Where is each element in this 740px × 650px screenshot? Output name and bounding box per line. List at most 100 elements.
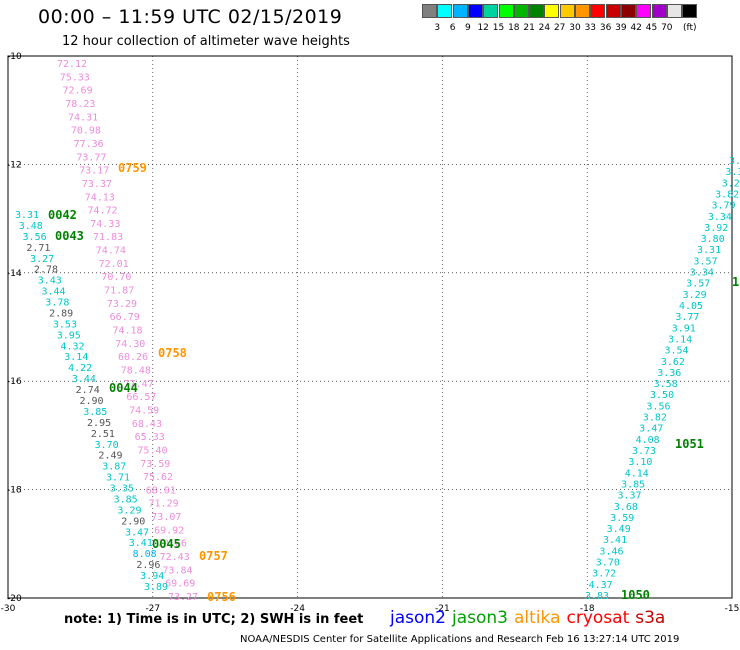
pink-track-value: 73.84 (162, 565, 192, 576)
pink-track-value: 73.77 (76, 152, 106, 163)
legend-label: 6 (449, 23, 456, 33)
right-track-value: 3.31 (697, 245, 721, 256)
right-track-value: 3.29 (683, 290, 707, 301)
pink-track-value: 78.23 (65, 99, 95, 110)
right-track-value: 3.49 (607, 524, 631, 535)
left-track-value: 2.51 (91, 429, 115, 440)
pink-track-value: 69.92 (154, 525, 184, 536)
pink-track-value: 70.98 (71, 126, 101, 137)
right-track-value: 3.54 (664, 346, 688, 357)
left-track-value: 2.74 (76, 385, 100, 396)
pink-track-value: 71.87 (104, 286, 134, 297)
left-track-value: 3.44 (72, 374, 96, 385)
x-tick-label: -18 (580, 604, 595, 614)
right-track-value: 3.34 (708, 212, 732, 223)
right-track-value: 3.59 (610, 513, 634, 524)
pink-track-value: 72.12 (57, 59, 87, 70)
satellite-legend: jason2 jason3 altika cryosat s3a (390, 608, 671, 628)
right-track-value: 3.46 (599, 546, 623, 557)
x-tick-label: -24 (290, 604, 305, 614)
left-track-value: 3.71 (106, 473, 130, 484)
legend-label: 27 (553, 23, 566, 33)
pink-track-value: 71.29 (149, 499, 179, 510)
right-track-value: 3.58 (654, 379, 678, 390)
left-track-value: 4.32 (60, 341, 84, 352)
pass-time-label: 1051 (675, 437, 704, 451)
pink-track-value: 66.79 (110, 312, 140, 323)
satellite-name: cryosat (566, 608, 630, 628)
left-track-value: 3.89 (144, 582, 168, 593)
pink-track-value: 78.48 (121, 365, 151, 376)
pink-track-value: 75.40 (137, 445, 167, 456)
pink-track-value: 73.17 (79, 166, 109, 177)
left-track-value: 3.29 (117, 505, 141, 516)
pass-time-label: 0045 (152, 537, 181, 551)
left-track-value: 2.96 (136, 560, 160, 571)
legend-swatch (483, 4, 499, 18)
legend-label: 70 (661, 23, 673, 33)
pink-track-value: 70.70 (101, 272, 131, 283)
right-track-value: 3.72 (592, 569, 616, 580)
pink-track-value: 68.01 (146, 485, 176, 496)
credit-line: NOAA/NESDIS Center for Satellite Applica… (240, 634, 680, 645)
right-track-value: 3.47 (639, 424, 663, 435)
pink-track-value: 71.83 (93, 232, 123, 243)
footer-note: note: 1) Time is in UTC; 2) SWH is in fe… (64, 612, 364, 627)
satellite-name: altika (514, 608, 561, 628)
pink-track-value: 72.43 (160, 552, 190, 563)
pink-track-value: 77.36 (74, 139, 104, 150)
right-track-value: 3.50 (650, 390, 674, 401)
legend-label: 39 (615, 23, 627, 33)
right-track-value: 3.82 (643, 413, 667, 424)
right-track-value: 3.85 (621, 479, 645, 490)
right-track-value: 3.62 (661, 357, 685, 368)
right-track-value: 3.36 (657, 368, 681, 379)
legend-swatch (575, 4, 590, 18)
legend-label: 42 (630, 23, 642, 33)
legend-swatch (682, 4, 698, 18)
right-track-value: 4.14 (625, 468, 649, 479)
y-tick-label: -14 (7, 269, 22, 279)
legend-swatch (666, 4, 682, 18)
legend-swatch (529, 4, 545, 18)
legend-swatch (651, 4, 667, 18)
pink-track-value: 72.01 (99, 259, 129, 270)
pink-track-value: 73.27 (168, 592, 198, 603)
pass-time-label: 0756 (207, 590, 236, 604)
pass-time-label: 0758 (158, 346, 187, 360)
satellite-name: jason2 (390, 608, 446, 628)
pink-track-value: 73.07 (151, 512, 181, 523)
left-track-value: 3.47 (125, 527, 149, 538)
pink-track-value: 74.72 (87, 206, 117, 217)
left-track-value: 2.89 (49, 308, 73, 319)
right-track-value: 3.70 (596, 558, 620, 569)
legend-swatch (437, 4, 453, 18)
x-tick-label: -27 (145, 604, 160, 614)
left-track-value: 3.44 (42, 287, 66, 298)
x-tick-label: -15 (725, 604, 740, 614)
pink-track-value: 74.30 (115, 339, 145, 350)
pink-track-value: 74.13 (85, 192, 115, 203)
legend-swatch (590, 4, 606, 18)
legend-label: 24 (538, 23, 551, 33)
right-track-value: 3.57 (693, 256, 717, 267)
legend-swatch (422, 4, 437, 18)
right-track-value: 3.1 (729, 156, 740, 167)
left-track-value: 3.35 (110, 484, 134, 495)
satellite-name: jason3 (452, 608, 508, 628)
left-track-value: 2.78 (34, 265, 58, 276)
right-track-value: 3.80 (701, 234, 725, 245)
right-track-value: 3.41 (603, 535, 627, 546)
right-track-value: 3.56 (646, 401, 670, 412)
legend-label: 3 (434, 23, 441, 33)
right-track-value: 3.91 (672, 323, 696, 334)
left-track-value: 3.43 (38, 276, 62, 287)
pink-track-value: 75.33 (60, 72, 90, 83)
right-track-value: 3.68 (614, 502, 638, 513)
right-track-value: 4.05 (679, 301, 703, 312)
pink-track-value: 74.59 (129, 405, 159, 416)
legend-swatch (467, 4, 483, 18)
left-track-value: 2.90 (79, 396, 103, 407)
pink-track-value: 74.74 (96, 246, 126, 257)
right-track-value: 3.79 (711, 201, 735, 212)
